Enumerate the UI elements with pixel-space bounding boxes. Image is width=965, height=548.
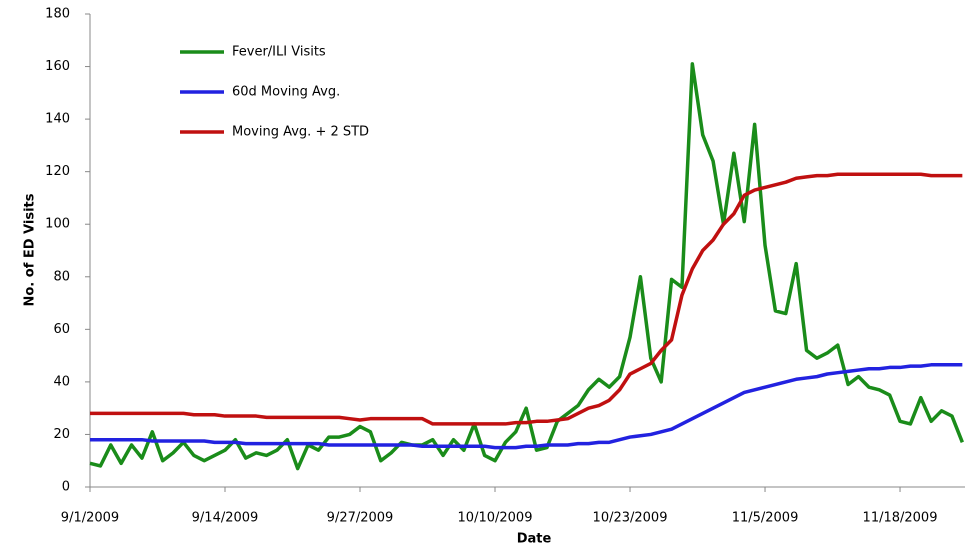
legend-label: Moving Avg. + 2 STD — [232, 125, 369, 140]
y-tick-label: 120 — [45, 164, 70, 179]
legend-label: Fever/ILI Visits — [232, 45, 326, 60]
x-tick-label: 9/14/2009 — [192, 511, 259, 526]
y-tick-label: 100 — [45, 217, 70, 232]
x-tick-label: 9/27/2009 — [327, 511, 394, 526]
series-line — [90, 172, 963, 426]
y-tick-label: 40 — [53, 374, 70, 389]
x-tick-label: 9/1/2009 — [61, 511, 119, 526]
x-tick-label: 11/5/2009 — [732, 511, 799, 526]
y-tick-label: 20 — [53, 427, 70, 442]
y-tick-label: 60 — [53, 322, 70, 337]
y-tick-label: 160 — [45, 59, 70, 74]
x-tick-label: 11/18/2009 — [863, 511, 938, 526]
series-line — [90, 363, 963, 450]
x-axis-label: Date — [517, 532, 552, 547]
y-axis-label: No. of ED Visits — [23, 193, 38, 306]
legend-label: 60d Moving Avg. — [232, 85, 340, 100]
x-tick-label: 10/10/2009 — [458, 511, 533, 526]
series-line — [89, 62, 964, 471]
y-tick-label: 0 — [62, 480, 70, 495]
x-tick-label: 10/23/2009 — [593, 511, 668, 526]
y-tick-label: 180 — [45, 7, 70, 22]
y-tick-label: 140 — [45, 112, 70, 127]
y-tick-label: 80 — [53, 269, 70, 284]
